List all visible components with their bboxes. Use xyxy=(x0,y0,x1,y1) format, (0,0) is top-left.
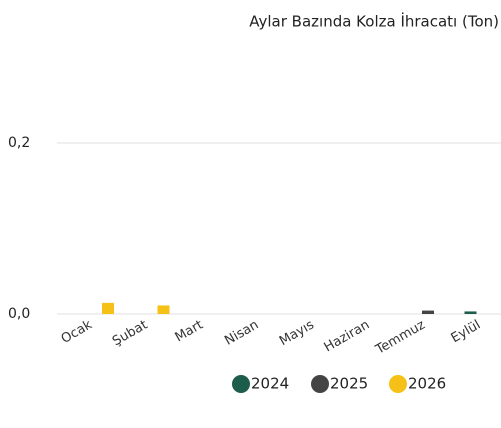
bar xyxy=(102,302,114,314)
x-tick-label: Nisan xyxy=(222,318,261,349)
legend-label: 2024 xyxy=(251,375,289,393)
x-tick-label: Mart xyxy=(173,318,206,346)
x-tick-label: Temmuz xyxy=(373,317,428,358)
legend-swatch xyxy=(232,375,250,393)
x-tick-label: Ocak xyxy=(59,317,95,347)
chart-title: Aylar Bazında Kolza İhracatı (Ton) xyxy=(249,12,499,31)
legend-swatch xyxy=(389,375,407,393)
x-tick-label: Mayıs xyxy=(277,317,317,349)
y-tick-label: 0,2 xyxy=(8,135,30,151)
legend-swatch xyxy=(311,375,329,393)
x-tick-label: Haziran xyxy=(322,318,373,356)
y-tick-label: 0,0 xyxy=(8,306,30,322)
legend-label: 2026 xyxy=(408,375,446,393)
bar xyxy=(422,310,434,314)
bar xyxy=(464,311,477,314)
legend-label: 2025 xyxy=(330,375,368,393)
bar xyxy=(157,305,170,314)
x-tick-label: Şubat xyxy=(110,318,150,350)
x-tick-label: Eylül xyxy=(449,318,484,347)
